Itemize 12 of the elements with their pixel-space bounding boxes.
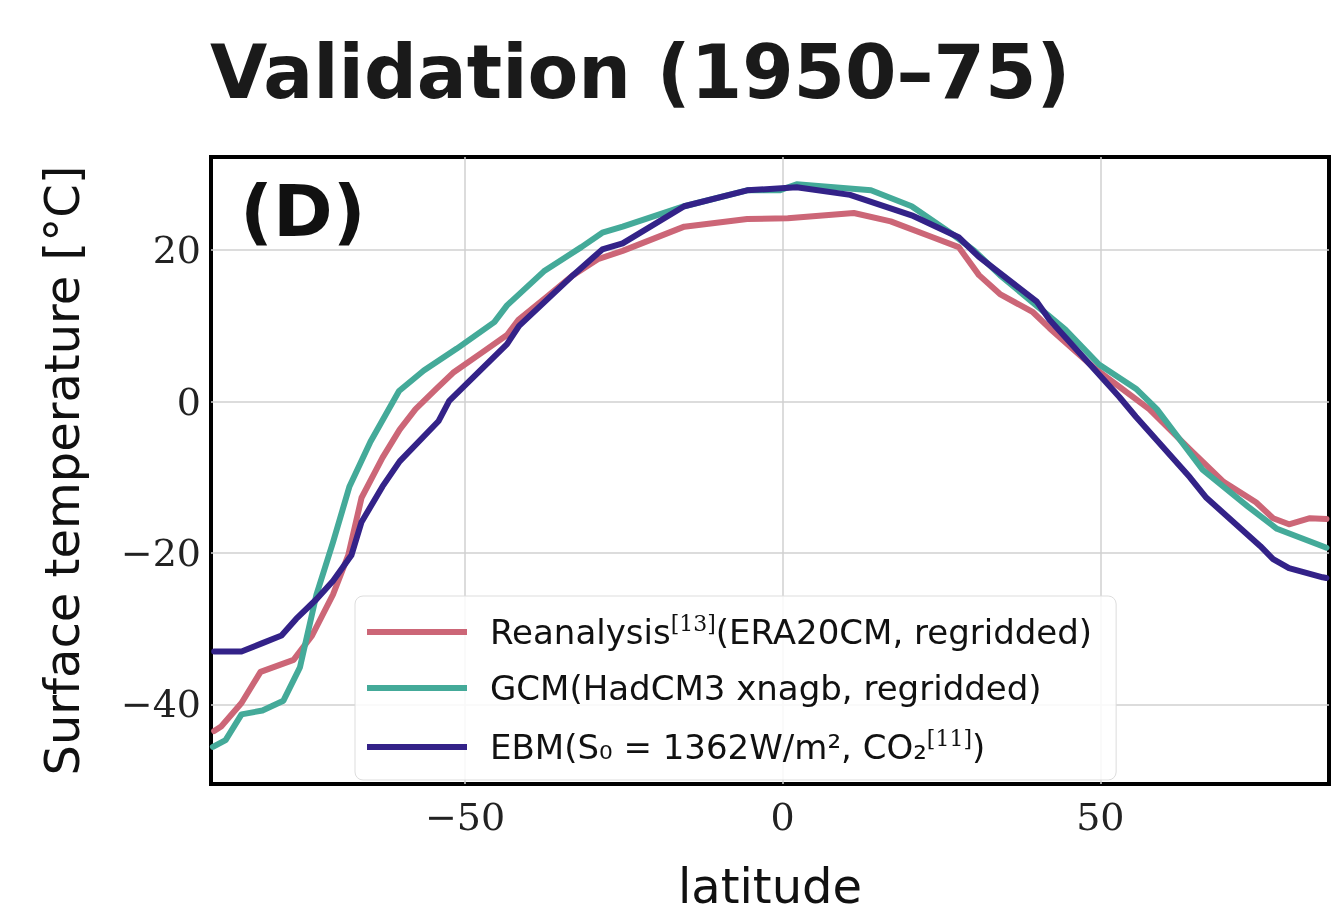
y-axis-title: Surface temperature [°C]	[34, 165, 90, 776]
x-tick-label: −50	[424, 795, 506, 839]
y-tick-label: 0	[176, 379, 201, 424]
y-tick-label: 20	[152, 228, 201, 273]
chart-title: Validation (1950–75)	[210, 29, 1071, 115]
y-tick-label: −40	[120, 682, 201, 727]
x-tick-label: 0	[770, 795, 795, 839]
legend-label: GCM(HadCM3 xnagb, regridded)	[490, 668, 1042, 708]
x-axis-title: latitude	[677, 858, 863, 914]
annotation: (D)	[240, 169, 366, 253]
y-tick-label: −20	[120, 531, 201, 576]
x-tick-label: 50	[1076, 795, 1125, 839]
